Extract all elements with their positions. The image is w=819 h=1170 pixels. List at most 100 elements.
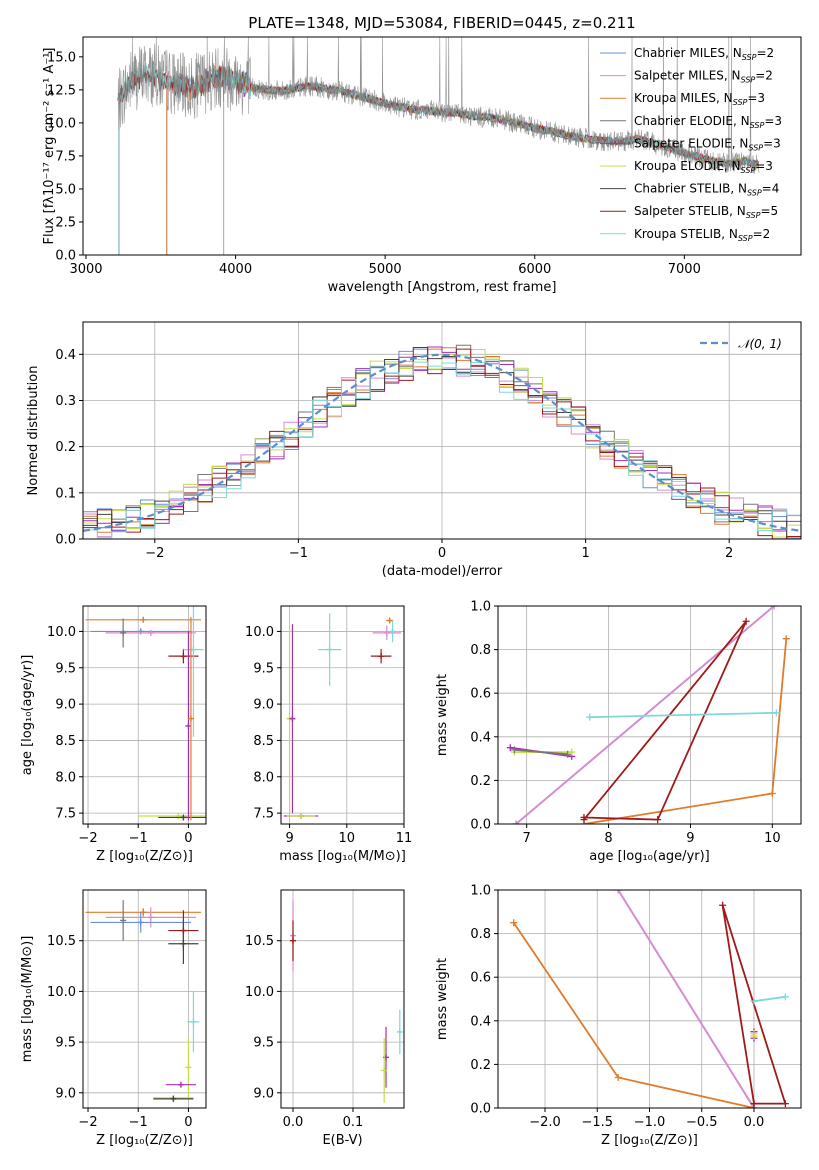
- legend-entry: Salpeter STELIB, NSSP=5: [634, 204, 778, 220]
- data-point: [770, 606, 778, 610]
- y-tick-label: 0.0: [55, 533, 76, 548]
- gaussian-reference-curve: [83, 353, 801, 532]
- y-axis-label: mass [log₁₀(M/M⊙)]: [20, 936, 35, 1063]
- plot-area: [117, 37, 760, 255]
- legend-subscript: SSP: [733, 98, 748, 107]
- axes-frame: [82, 889, 207, 1109]
- x-tick-label: −2: [145, 546, 164, 561]
- y-tick-label: 0.4: [470, 1014, 491, 1029]
- weight_vs_age-panel: 7 8 9 10 0.0 0.2 0.4 0.6 0.8 1.0 age [log₁₀(age/yr…: [435, 600, 802, 864]
- y-tick-label: 9.5: [253, 1036, 274, 1051]
- plot-area: [85, 900, 201, 1102]
- plot-area: [506, 606, 790, 824]
- y-tick-label: 0.0: [470, 818, 491, 833]
- legend-entry: Chabrier STELIB, NSSP=4: [634, 182, 779, 198]
- data-point: [782, 635, 790, 643]
- legend-text: Kroupa MILES, N: [634, 91, 733, 105]
- legend-subscript: SSP: [748, 143, 763, 152]
- y-tick-label: 7.5: [253, 807, 274, 822]
- data-point: [120, 629, 127, 636]
- residual-histogram: [83, 355, 801, 539]
- x-tick-label: −2: [78, 1115, 97, 1130]
- data-point: [147, 914, 154, 921]
- legend-subscript: SSP: [750, 121, 765, 130]
- y-tick-label: 15.0: [47, 50, 76, 65]
- x-tick-label: −1.0: [634, 1115, 666, 1130]
- data-point: [137, 919, 144, 926]
- legend-text: =5: [760, 204, 778, 218]
- y-tick-label: 9.0: [253, 1086, 274, 1101]
- data-point: [190, 1018, 197, 1025]
- y-tick-label: 0.6: [470, 971, 491, 986]
- y-tick-label: 10.0: [47, 985, 76, 1000]
- x-tick-label: 0: [184, 1115, 192, 1130]
- y-tick-label: 8.0: [55, 770, 76, 785]
- x-axis-label: wavelength [Angstrom, rest frame]: [328, 280, 557, 295]
- x-tick-label: 7: [523, 831, 531, 846]
- x-tick-label: −1: [129, 831, 148, 846]
- x-tick-label: −2: [78, 831, 97, 846]
- data-point: [386, 617, 393, 624]
- data-point: [289, 715, 296, 722]
- data-point: [180, 940, 187, 947]
- weight-series-line: [589, 711, 777, 719]
- data-point: [564, 750, 572, 758]
- x-tick-label: −0.5: [686, 1115, 718, 1130]
- y-tick-label: 8.5: [253, 734, 274, 749]
- weight-series-line: [617, 890, 755, 1108]
- x-axis-label: mass [log₁₀(M/M⊙)]: [279, 849, 406, 864]
- age_vs_mass-panel: 9 10 11 7.5 8.0 8.5 9.0 9.5 10.0 mass [log₁₀(M/M⊙…: [245, 605, 413, 864]
- y-tick-label: 0.4: [470, 730, 491, 745]
- y-tick-label: 12.5: [47, 83, 76, 98]
- observed-spectrum-line: [117, 37, 760, 174]
- y-tick-label: 0.6: [470, 687, 491, 702]
- x-tick-label: 5000: [369, 262, 402, 277]
- x-tick-label: −1: [129, 1115, 148, 1130]
- legend-subscript: SSP: [742, 53, 757, 62]
- x-axis-label: age [log₁₀(age/yr)]: [589, 849, 710, 864]
- plot-area: [283, 613, 402, 820]
- legend-subscript: SSP: [746, 211, 761, 220]
- legend-entry: 𝒩(0, 1): [738, 337, 782, 351]
- legend-text: =2: [755, 69, 773, 83]
- data-point: [772, 709, 780, 717]
- y-axis-label: Flux [fλ10⁻¹⁷ erg cm⁻² s⁻¹ A⁻¹]: [42, 48, 57, 245]
- mass_vs_Z-panel: −2 −1 0 9.0 9.5 10.0 10.5 Z [log₁₀(Z/Z⊙)] mass […: [20, 889, 207, 1148]
- plot-area: [83, 344, 801, 539]
- y-tick-label: 0.8: [470, 643, 491, 658]
- y-tick-label: 9.0: [253, 698, 274, 713]
- y-axis-label: Normed distribution: [26, 366, 41, 496]
- data-point: [180, 814, 187, 821]
- data-point: [750, 1032, 758, 1040]
- legend-text: =4: [762, 182, 780, 196]
- x-tick-label: −2.0: [529, 1115, 561, 1130]
- plot-area: [85, 606, 206, 821]
- x-tick-label: 2: [725, 546, 733, 561]
- data-point: [185, 1064, 192, 1071]
- data-point: [742, 617, 750, 625]
- data-point: [614, 890, 622, 894]
- x-tick-label: 11: [396, 831, 413, 846]
- y-tick-label: 0.2: [55, 440, 76, 455]
- legend-text: Salpeter MILES, N: [634, 69, 741, 83]
- legend-subscript: SSP: [741, 76, 756, 85]
- y-tick-label: 9.0: [55, 698, 76, 713]
- legend-entry: Kroupa ELODIE, NSSP=3: [634, 159, 773, 175]
- data-point: [750, 997, 758, 1005]
- legend-entry: Kroupa STELIB, NSSP=2: [634, 227, 770, 243]
- legend-text: =2: [756, 46, 774, 60]
- weight-series-line: [753, 995, 786, 1003]
- data-point: [568, 748, 576, 756]
- x-axis-label: Z [log₁₀(Z/Z⊙)]: [96, 849, 193, 864]
- mass_vs_ebv-panel: 0.0 0.1 9.0 9.5 10.0 10.5 E(B-V): [245, 889, 405, 1148]
- weight-series-line: [583, 620, 747, 821]
- data-point: [781, 1100, 789, 1108]
- weight-series-line: [514, 749, 568, 756]
- y-tick-label: 0.1: [55, 486, 76, 501]
- y-tick-label: 0.0: [55, 249, 76, 264]
- y-axis-label: mass weight: [435, 674, 450, 756]
- legend-text: Salpeter STELIB, N: [634, 204, 746, 218]
- y-tick-label: 10.0: [47, 625, 76, 640]
- data-point: [580, 816, 588, 824]
- legend-entry: Kroupa MILES, NSSP=3: [634, 91, 765, 107]
